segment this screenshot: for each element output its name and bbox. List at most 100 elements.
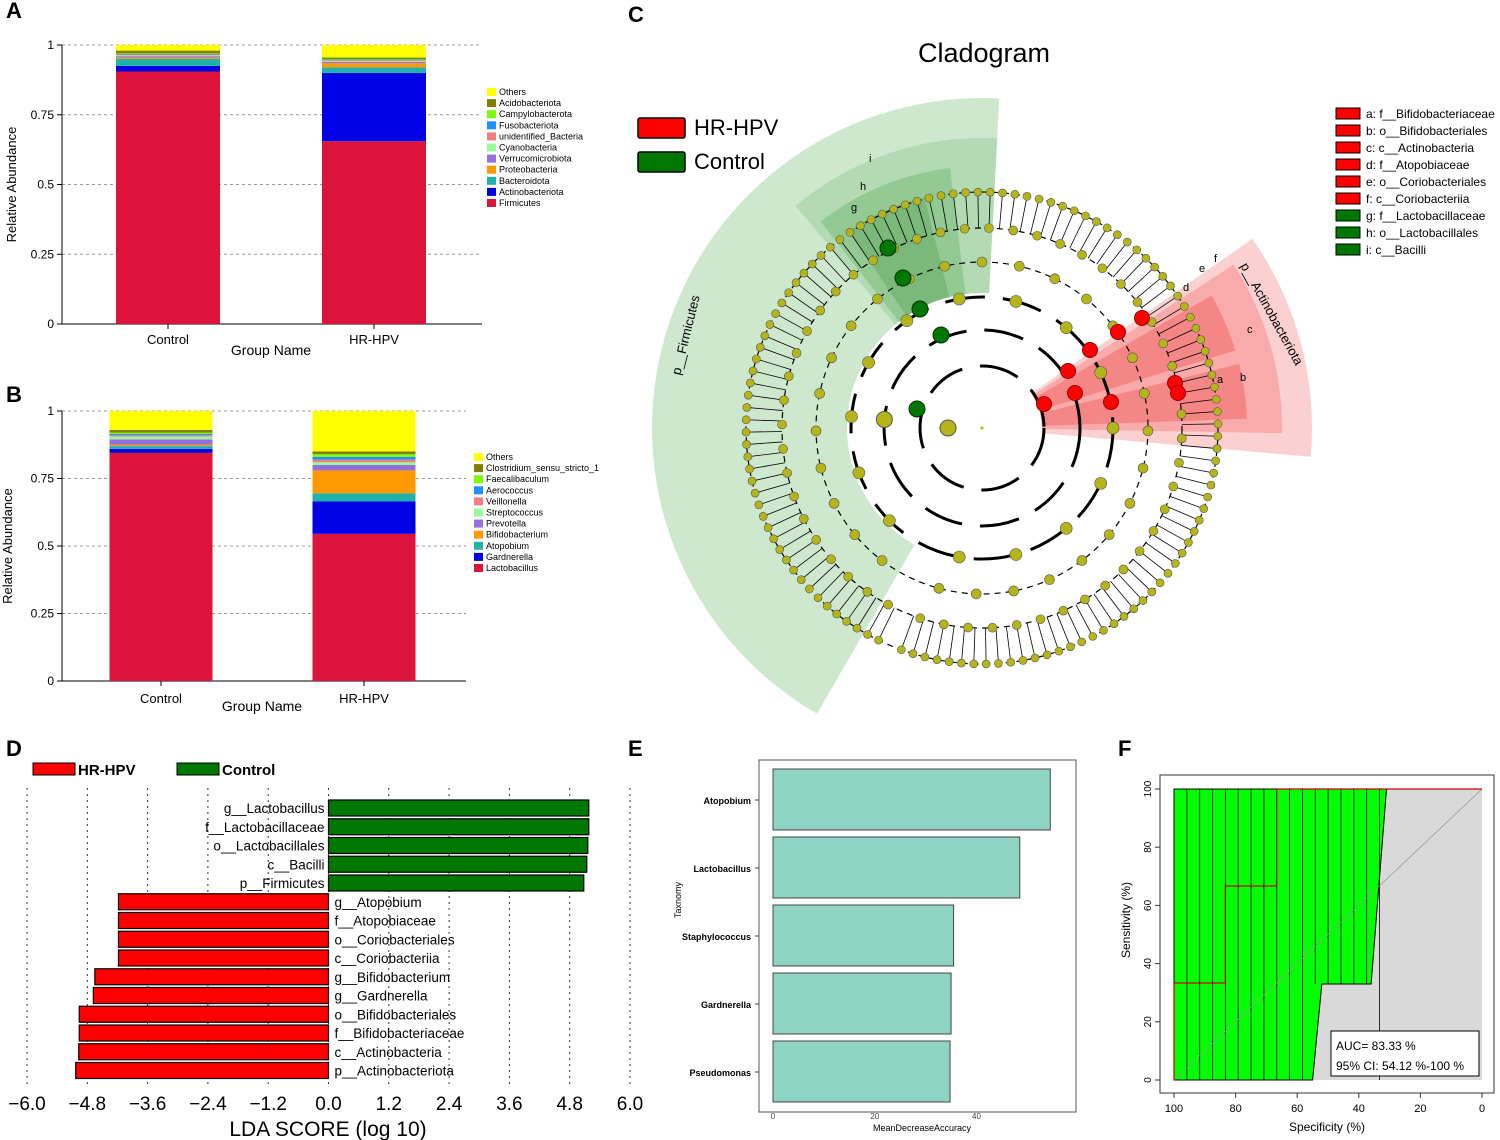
tree-branch [793,548,823,571]
tree-branch [773,521,806,540]
lda-bar [327,874,585,892]
tree-ring [882,328,1082,528]
key-label: g: f__Lactobacillaceae [1366,209,1486,223]
lda-bar [117,930,330,948]
key-label: h: o__Lactobacillales [1366,226,1478,240]
lda-bar [75,1061,330,1080]
legend-swatch [474,564,483,572]
legend-swatch [474,552,483,561]
bar-segment-prevotella [312,465,416,471]
clade-letter: b [1240,372,1246,384]
x-axis-label: Group Name [231,342,311,358]
leaf-node [765,320,775,329]
bar-label: c__Bacilli [267,857,324,872]
bar-label: g__Lactobacillus [224,801,325,816]
tree-branch [1181,434,1218,437]
leaf-node [742,403,752,412]
y-axis-label: Taxnomy [673,881,683,918]
y-tick-label: 0 [47,674,54,688]
legend-label: Cyanobacteria [499,143,557,153]
genus-node [1116,279,1126,289]
tree-branch [747,451,784,458]
genus-node [1159,504,1170,515]
tree-branch [779,530,811,550]
bar-label: f__Atopobiaceae [335,914,436,929]
family-node [1076,555,1088,566]
x-tick-label: −6.0 [8,1094,46,1115]
bar-segment-clostridium-sensu-stricto-1 [109,429,213,433]
leaf-node [863,630,872,639]
leaf-node [1179,302,1189,311]
tree-branch [1178,465,1214,474]
tree-branch [750,382,786,391]
tree-branch [924,621,935,658]
lda-bar [327,799,590,817]
bar-segment-lactobacillus [312,533,416,681]
family-node [815,462,827,474]
leaf-node [932,655,942,664]
family-node [939,260,950,272]
bar-label: c__Actinobacteria [335,1045,443,1060]
leaf-node [1155,578,1165,588]
order-node [1009,295,1023,308]
tree-branch [1056,613,1071,647]
bar-label: p__Actinobacteriota [335,1064,455,1079]
panel-b-stacked-bar-chart: 0 0.25 0.5 0.75 1 Control HR-HPV Group Name Rela… [0,404,599,714]
leaf-node [754,500,764,510]
leaf-node [1206,480,1216,490]
y-tick-label: 40 [1143,958,1154,970]
tree-branch [893,209,908,243]
y-tick-label: Lactobacillus [693,864,751,874]
x-axis-label: Specificity (%) [1289,1120,1365,1134]
leaf-node [745,464,754,474]
y-tick-label: 0.5 [37,539,54,553]
tree-branch [916,201,928,236]
legend-swatch [487,176,496,185]
order-node [852,466,866,480]
family-node [1014,260,1025,272]
tree-branch [985,627,987,664]
phylum-node [939,419,957,437]
leaf-node [763,523,773,533]
leaf-node [1194,515,1204,525]
tree-branch [746,407,783,411]
legend-label: Aerococcus [486,485,534,495]
leaf-node [1166,281,1175,291]
clade-letter: e [1199,263,1205,275]
bar-segment-bacteroidota [322,67,426,73]
genus-node [1080,594,1090,605]
leaf-node [957,658,966,668]
tree-branch [746,431,783,433]
key-label: d: f__Atopobiaceae [1366,158,1470,172]
leaf-node [1209,468,1218,478]
genus-node [798,513,809,524]
leaf-node [889,204,898,214]
legend-label: Bacteroidota [499,176,550,186]
clade-letter: c [1247,324,1253,336]
cladogram-title: Cladogram [918,38,1050,68]
lda-bar [78,1043,330,1061]
bar-segment-lactobacillus [109,452,213,681]
leaf-node [782,555,791,565]
tree-branch [1084,599,1104,631]
tree-branch [788,292,819,314]
legend-label: Clostridium_sensu_stricto_1 [486,463,599,473]
tree-branch [1120,257,1147,285]
leaf-node [1054,646,1064,656]
leaf-node [1204,358,1214,368]
tree-branch [781,302,813,323]
bar-segment-firmicutes [116,71,220,324]
leaf-node [948,189,958,199]
leaf-node [1099,625,1108,635]
tree-branch [1174,362,1209,374]
tree-branch [1151,533,1183,554]
leaf-node [1147,587,1157,597]
leaf-node [1177,548,1187,558]
x-axis-label: Group Name [222,698,302,714]
legend-swatch [487,154,496,163]
family-node [1049,273,1061,285]
genus-node [959,223,970,234]
panel-f-roc-chart: 0 20 40 60 80 100 100 80 60 40 20 0 Specificity (%) S… [1119,774,1495,1134]
